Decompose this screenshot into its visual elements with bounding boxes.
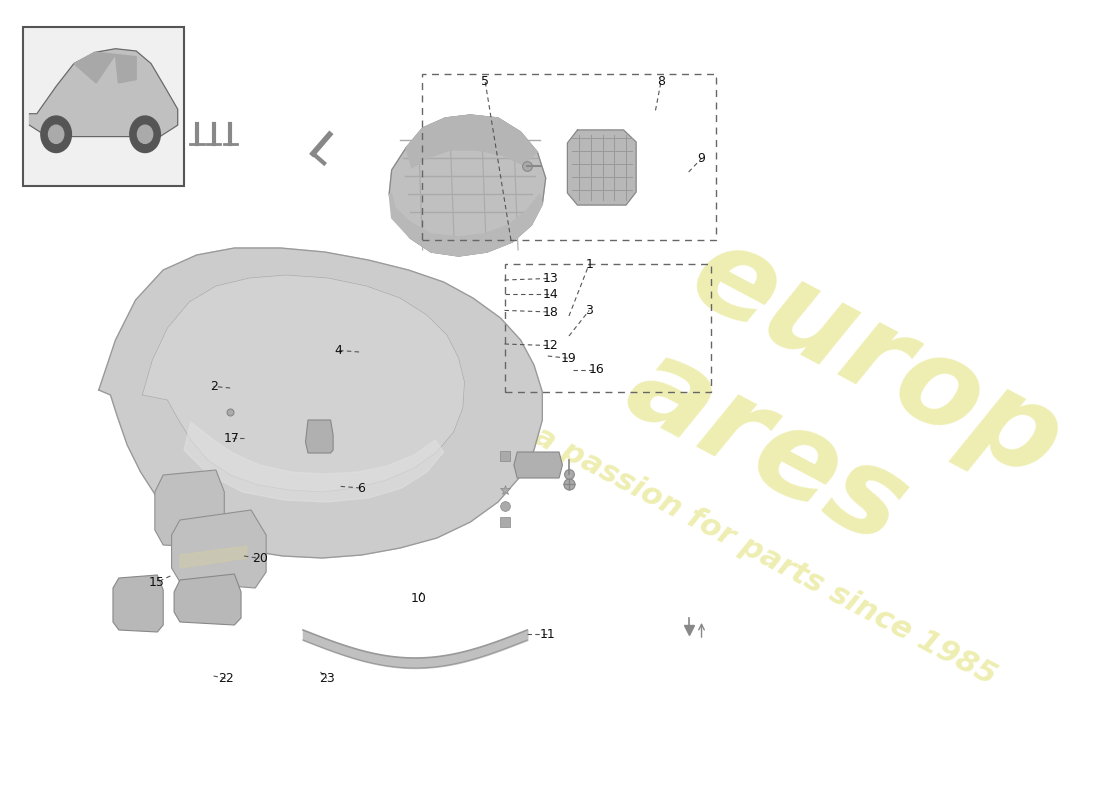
Polygon shape bbox=[155, 470, 224, 548]
Text: 20: 20 bbox=[252, 552, 267, 565]
Text: 23: 23 bbox=[319, 672, 334, 685]
Circle shape bbox=[48, 125, 64, 143]
Polygon shape bbox=[99, 248, 542, 558]
Polygon shape bbox=[184, 422, 443, 502]
Polygon shape bbox=[116, 54, 136, 83]
Text: 4: 4 bbox=[334, 344, 343, 357]
Polygon shape bbox=[389, 115, 546, 256]
Text: 15: 15 bbox=[148, 576, 164, 589]
Circle shape bbox=[41, 116, 72, 153]
Circle shape bbox=[130, 116, 161, 153]
Polygon shape bbox=[389, 194, 542, 256]
Polygon shape bbox=[514, 452, 562, 478]
Bar bbox=[505, 264, 711, 392]
Polygon shape bbox=[406, 115, 537, 168]
Polygon shape bbox=[306, 420, 333, 453]
Text: 22: 22 bbox=[218, 672, 233, 685]
Text: 2: 2 bbox=[210, 380, 218, 393]
Polygon shape bbox=[174, 574, 241, 625]
Polygon shape bbox=[74, 52, 116, 83]
Text: 11: 11 bbox=[540, 628, 556, 641]
Circle shape bbox=[138, 125, 153, 143]
Text: 9: 9 bbox=[697, 152, 705, 165]
Text: 12: 12 bbox=[542, 339, 559, 352]
Text: 16: 16 bbox=[588, 363, 604, 376]
Text: 13: 13 bbox=[542, 272, 559, 285]
Polygon shape bbox=[568, 130, 636, 205]
Text: ares: ares bbox=[607, 326, 926, 570]
Polygon shape bbox=[113, 575, 163, 632]
Text: 19: 19 bbox=[561, 352, 576, 365]
Text: 18: 18 bbox=[542, 306, 559, 318]
Text: europ: europ bbox=[672, 214, 1081, 506]
Bar bbox=[421, 74, 716, 240]
Text: 8: 8 bbox=[657, 75, 665, 88]
Text: a passion for parts since 1985: a passion for parts since 1985 bbox=[529, 422, 1002, 690]
Polygon shape bbox=[30, 49, 178, 137]
Text: 10: 10 bbox=[411, 592, 427, 605]
Polygon shape bbox=[180, 546, 246, 568]
Text: 1: 1 bbox=[585, 258, 593, 270]
Text: 5: 5 bbox=[481, 75, 490, 88]
Bar bbox=[23, 27, 184, 186]
Polygon shape bbox=[142, 275, 464, 492]
Text: 14: 14 bbox=[542, 288, 559, 301]
Text: 6: 6 bbox=[358, 482, 365, 494]
Text: 3: 3 bbox=[585, 304, 593, 317]
Text: 17: 17 bbox=[224, 432, 240, 445]
Polygon shape bbox=[172, 510, 266, 588]
